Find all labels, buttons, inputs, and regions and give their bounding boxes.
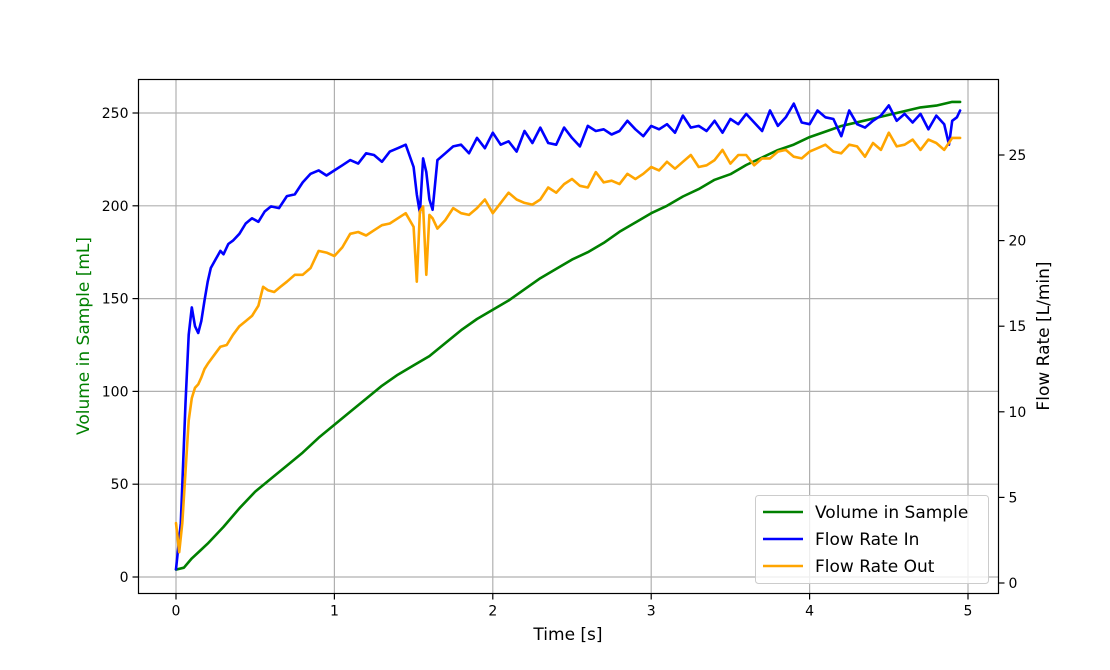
- x-tick-label: 4: [805, 604, 814, 620]
- y-right-tick-label: 5: [1009, 490, 1018, 506]
- y-right-tick-label: 25: [1009, 148, 1027, 164]
- y-axis-right-ticks: 0 5 10 15 20 25: [998, 148, 1027, 592]
- x-axis-label: Time [s]: [532, 625, 602, 645]
- x-tick-label: 1: [330, 604, 339, 620]
- x-tick-label: 2: [488, 604, 497, 620]
- y-left-tick-label: 100: [102, 384, 129, 400]
- y-left-tick-label: 0: [120, 570, 129, 586]
- flow-rate-in-line: [174, 102, 962, 571]
- y-right-tick-label: 15: [1009, 319, 1027, 335]
- axes-frame: [137, 78, 1000, 595]
- y-left-tick-label: 150: [102, 292, 129, 308]
- y-axis-left-ticks: 0 50 100 150 200 250: [102, 106, 139, 586]
- y-left-tick-label: 200: [102, 199, 129, 215]
- y-left-tick-label: 50: [111, 477, 129, 493]
- legend-label-flow-out: Flow Rate Out: [815, 557, 935, 577]
- x-axis-ticks: 0 1 2 3 4 5: [172, 593, 973, 620]
- y-right-tick-label: 0: [1009, 576, 1018, 592]
- flow-rate-out-line: [174, 131, 962, 554]
- x-tick-label: 5: [964, 604, 973, 620]
- legend-box: [755, 495, 989, 584]
- y-right-tick-label: 20: [1009, 234, 1027, 250]
- x-tick-label: 0: [172, 604, 181, 620]
- y-right-tick-label: 10: [1009, 405, 1027, 421]
- legend-label-flow-in: Flow Rate In: [815, 530, 919, 550]
- y-axis-left-label: Volume in Sample [mL]: [74, 237, 94, 435]
- plot-lines: [174, 100, 962, 571]
- volume-line: [174, 100, 962, 571]
- x-tick-label: 3: [647, 604, 656, 620]
- legend-label-volume: Volume in Sample: [815, 503, 968, 523]
- y-axis-right-label: Flow Rate [L/min]: [1034, 261, 1054, 410]
- legend: Volume in Sample Flow Rate In Flow Rate …: [755, 495, 989, 584]
- y-left-tick-label: 250: [102, 106, 129, 122]
